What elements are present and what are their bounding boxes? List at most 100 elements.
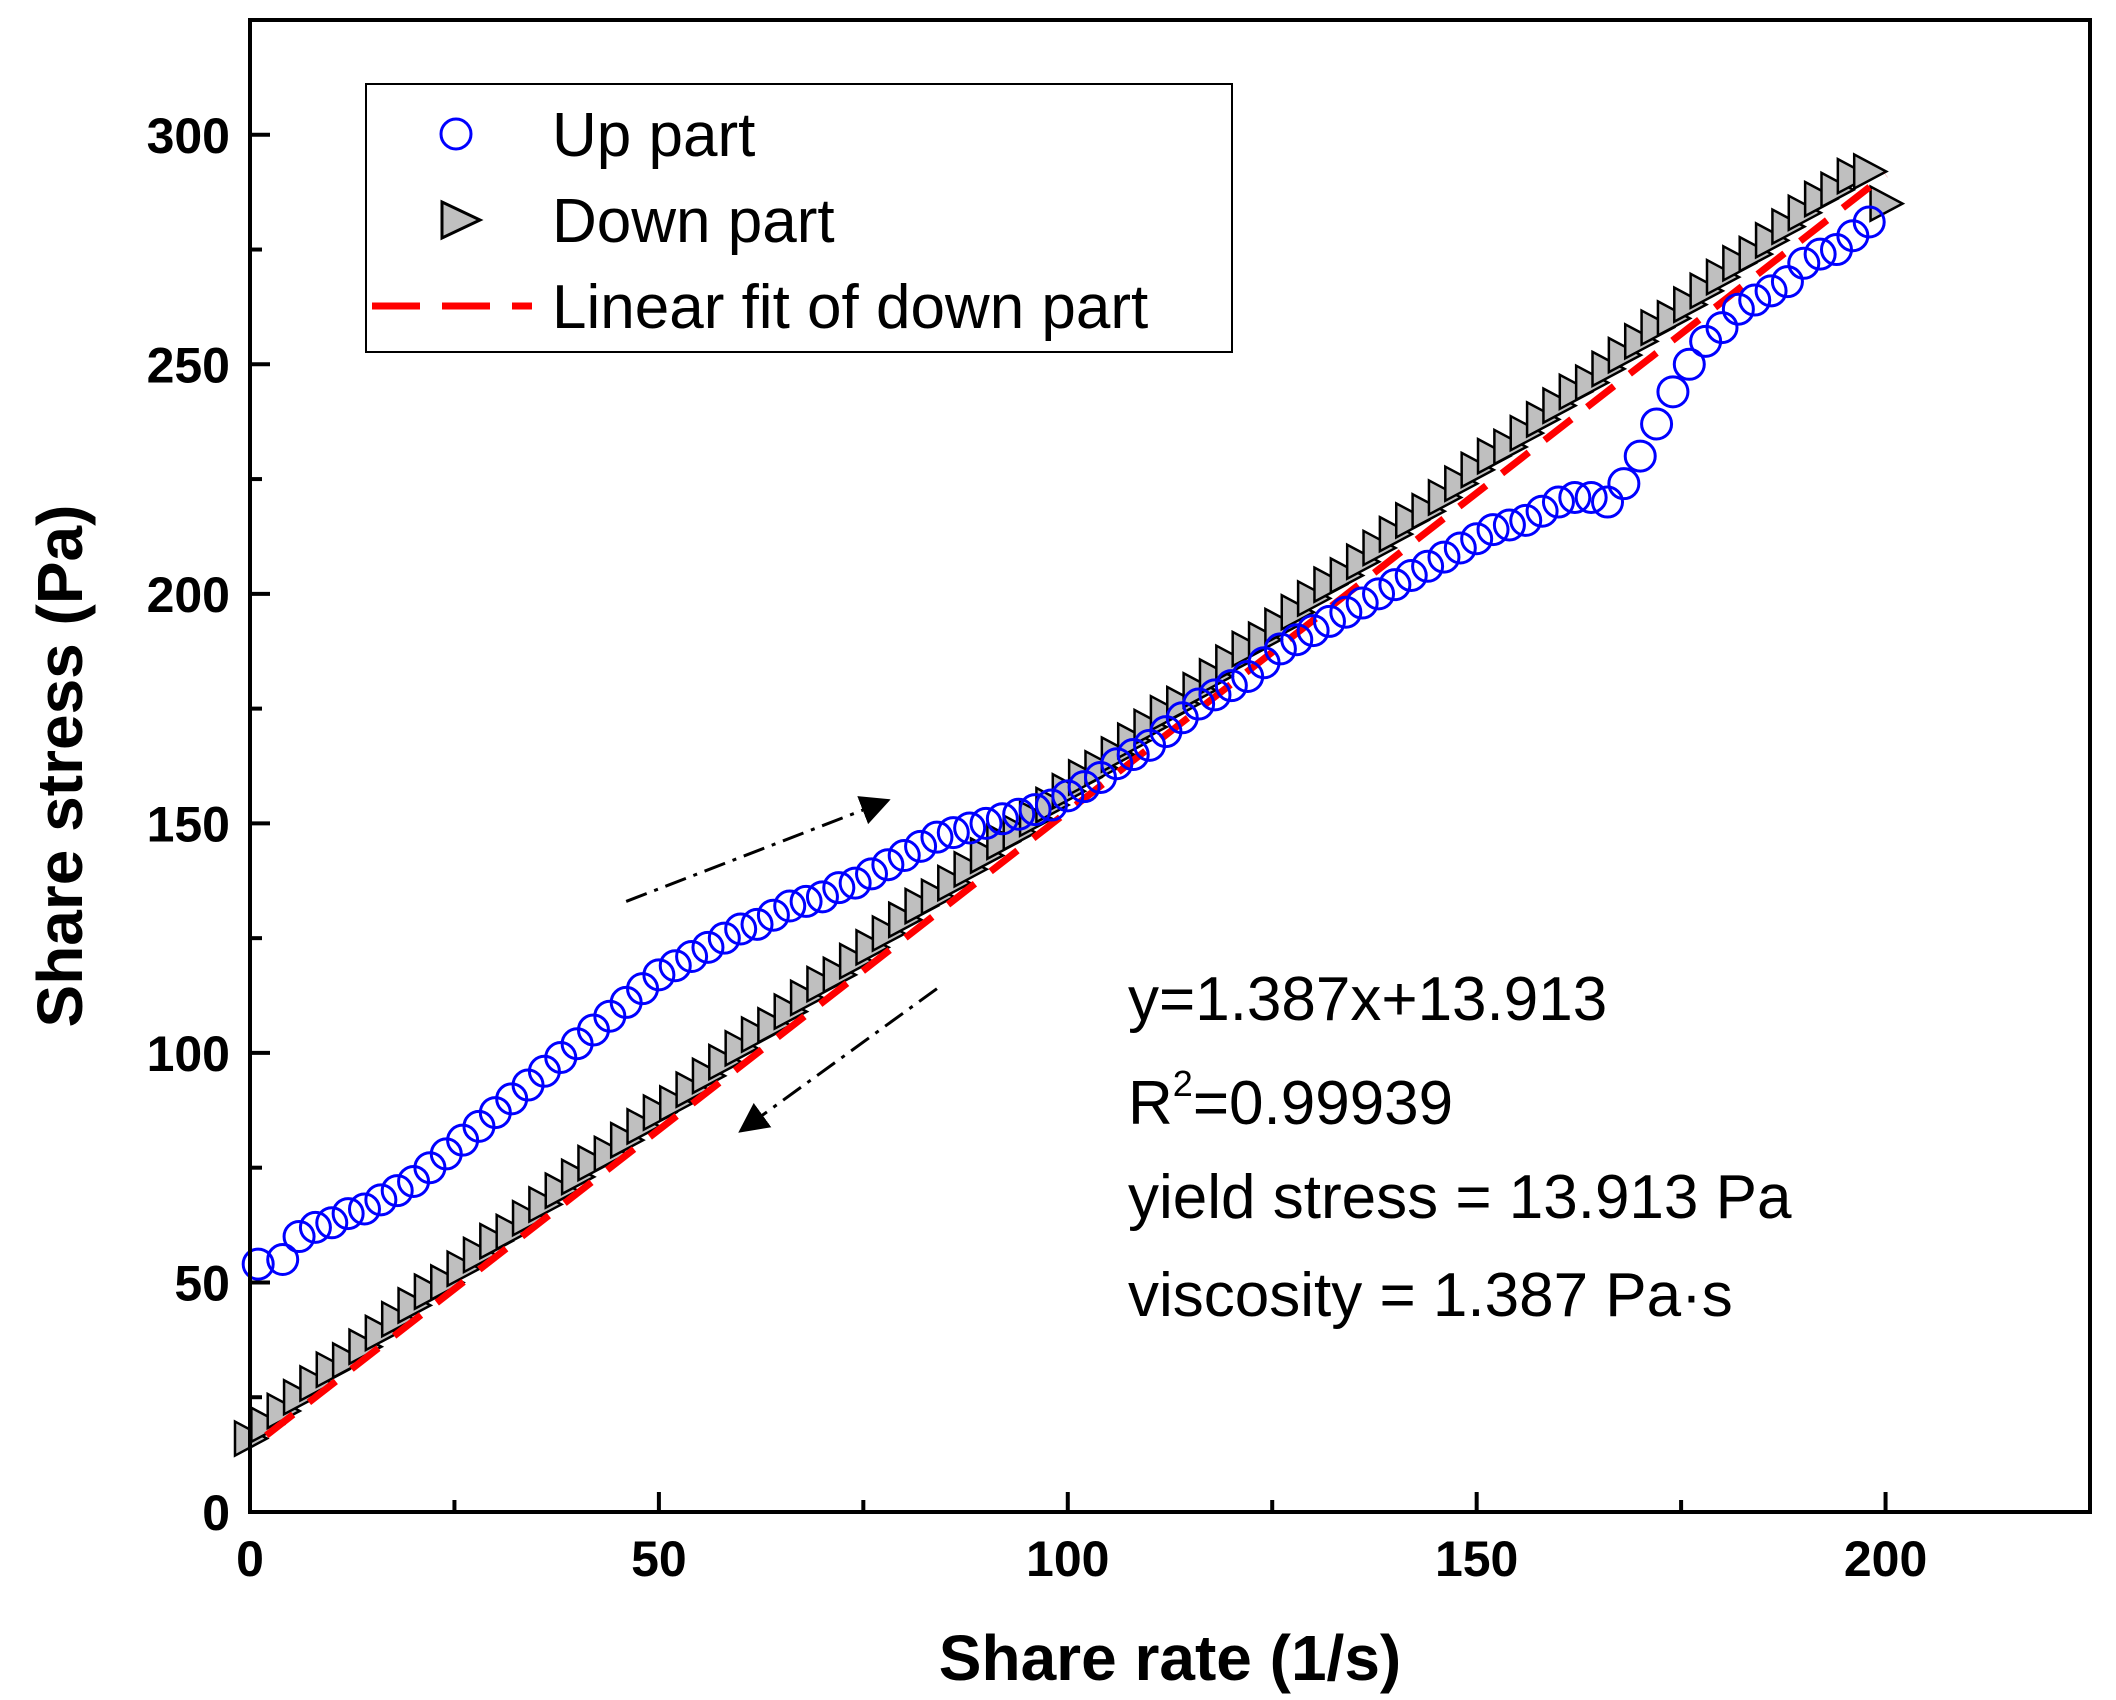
up-part-point: [756, 898, 790, 932]
legend-down-marker: [440, 199, 484, 241]
up-part-point: [1329, 595, 1363, 629]
up-part-point: [347, 1192, 381, 1226]
up-part-point: [871, 848, 905, 882]
up-part-point: [1018, 793, 1052, 827]
up-part-point: [1852, 205, 1886, 239]
y-axis-title: Share stress (Pa): [24, 505, 96, 1028]
up-direction-arrow: [625, 796, 891, 903]
up-part-point: [904, 829, 938, 863]
up-part-point: [1574, 480, 1608, 514]
up-part-point: [1558, 480, 1592, 514]
up-part-point: [1345, 586, 1379, 620]
up-part-point: [380, 1174, 414, 1208]
legend-down-label: Down part: [552, 187, 835, 256]
up-part-point: [1607, 467, 1641, 501]
up-part-point: [1787, 246, 1821, 280]
x-axis: 0 50 100 150 200: [236, 1492, 2092, 1587]
up-part-point: [1100, 747, 1134, 781]
up-part-point: [1263, 632, 1297, 666]
linear-fit-series: [264, 171, 1888, 1439]
up-part-point: [241, 1247, 275, 1281]
up-part-point: [1705, 311, 1739, 345]
y-tick-label: 100: [147, 1026, 230, 1082]
up-part-point: [1803, 237, 1837, 271]
up-part-point: [1378, 568, 1412, 602]
up-part-point: [805, 880, 839, 914]
up-part-point: [740, 907, 774, 941]
down-part-point: [1869, 184, 1906, 223]
up-part-point: [1394, 558, 1428, 592]
up-part-point: [1443, 531, 1477, 565]
up-part-point: [1656, 375, 1690, 409]
up-part-point: [953, 811, 987, 845]
up-part-point: [1721, 292, 1755, 326]
up-part-point: [707, 921, 741, 955]
linear-fit-line: [264, 171, 1888, 1439]
up-part-point: [1051, 779, 1085, 813]
up-part-point: [936, 816, 970, 850]
up-part-point: [1754, 274, 1788, 308]
x-tick-label: 100: [1026, 1531, 1109, 1587]
up-part-point: [1198, 678, 1232, 712]
legend-up-marker: [439, 117, 473, 151]
up-part-point: [266, 1243, 300, 1277]
up-part-point: [855, 857, 889, 891]
legend-fit-label: Linear fit of down part: [552, 273, 1148, 342]
up-part-point: [1034, 788, 1068, 822]
up-part-point: [1640, 407, 1674, 441]
up-part-point: [331, 1197, 365, 1231]
y-tick-label: 200: [147, 567, 230, 623]
plot-frame: [248, 18, 2092, 1514]
up-part-point: [822, 871, 856, 905]
up-part-point: [315, 1206, 349, 1240]
up-part-point: [642, 958, 676, 992]
up-part-point: [985, 802, 1019, 836]
up-part-point: [969, 806, 1003, 840]
x-tick-label: 0: [236, 1531, 264, 1587]
down-part-series: [233, 152, 1906, 1458]
x-axis-title: Share rate (1/s): [939, 1622, 1401, 1694]
up-part-point: [1296, 614, 1330, 648]
up-part-point: [364, 1183, 398, 1217]
y-tick-label: 300: [147, 108, 230, 164]
annotation-viscosity: viscosity = 1.387 Pa·s: [1128, 1261, 1733, 1330]
up-part-point: [1312, 604, 1346, 638]
up-part-point: [1182, 687, 1216, 721]
up-part-point: [1280, 623, 1314, 657]
up-part-point: [691, 930, 725, 964]
annotation-r2: R2=0.99939: [1128, 1063, 1453, 1138]
up-part-point: [1427, 540, 1461, 574]
up-part-point: [1770, 265, 1804, 299]
up-part-point: [1002, 797, 1036, 831]
up-part-point: [1509, 503, 1543, 537]
up-part-point: [838, 866, 872, 900]
x-tick-label: 200: [1844, 1531, 1927, 1587]
up-part-point: [1476, 513, 1510, 547]
direction-arrows: [625, 796, 938, 1133]
up-part-point: [1362, 577, 1396, 611]
up-part-point: [1541, 485, 1575, 519]
up-part-point: [298, 1210, 332, 1244]
up-part-point: [1738, 283, 1772, 317]
up-part-point: [724, 912, 758, 946]
up-part-point: [1411, 549, 1445, 583]
up-part-point: [1460, 522, 1494, 556]
up-part-point: [1214, 669, 1248, 703]
fit-annotation: y=1.387x+13.913 R2=0.99939 yield stress …: [1128, 965, 1792, 1330]
y-tick-label: 250: [147, 337, 230, 393]
up-part-point: [1525, 494, 1559, 528]
up-part-point: [1116, 738, 1150, 772]
up-part-point: [1591, 485, 1625, 519]
x-tick-label: 150: [1435, 1531, 1518, 1587]
up-part-series: [241, 205, 1886, 1281]
annotation-r2-exponent: 2: [1173, 1063, 1193, 1104]
x-tick-label: 50: [631, 1531, 687, 1587]
up-part-point: [1623, 439, 1657, 473]
annotation-r2-value: =0.99939: [1193, 1069, 1453, 1138]
up-part-point: [1492, 508, 1526, 542]
up-part-point: [1067, 770, 1101, 804]
up-part-point: [658, 949, 692, 983]
down-direction-arrow: [738, 987, 938, 1133]
legend: Up part Down part Linear fit of down par…: [365, 83, 1233, 353]
